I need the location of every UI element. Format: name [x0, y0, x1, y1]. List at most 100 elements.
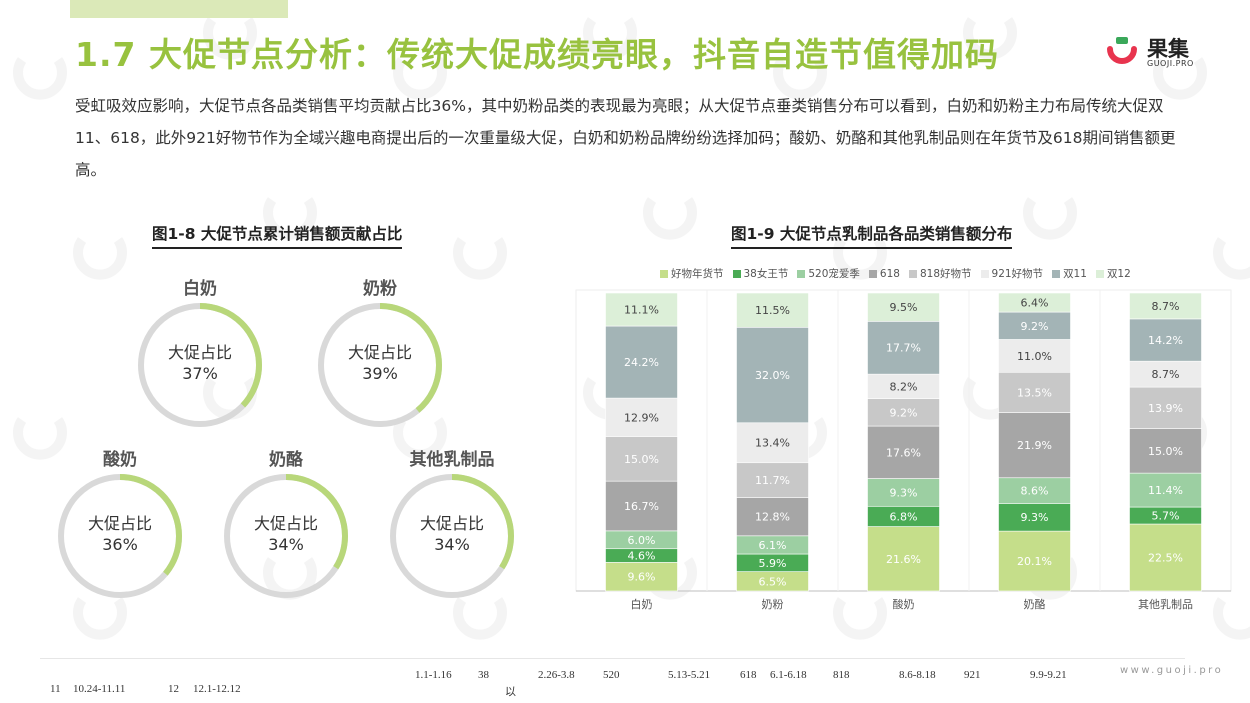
data-label: 6.8% — [890, 510, 918, 523]
donut-category-name: 其他乳制品 — [409, 450, 495, 470]
bar-segment — [867, 292, 940, 322]
data-label: 8.7% — [1152, 300, 1180, 313]
donut-arc — [58, 474, 182, 598]
donut-category-name: 奶粉 — [363, 279, 397, 299]
donut-arc — [318, 303, 442, 427]
legend-label: 618 — [879, 267, 900, 280]
stacked-bar-chart: 好物年货节 38女王节 520宠爱季 618 818好物节 921好物节 双11 双12 9.… — [565, 262, 1245, 622]
data-label: 9.2% — [890, 406, 918, 419]
data-label: 9.2% — [1021, 320, 1049, 333]
watermark-mark — [1023, 197, 1077, 240]
watermark-mark — [643, 197, 697, 240]
donut-ring — [224, 474, 348, 598]
donut-chart: 奶酪 大促占比 34% — [221, 445, 351, 601]
data-label: 13.5% — [1017, 386, 1052, 399]
logo-subtext: GUOJI.PRO — [1147, 59, 1194, 68]
data-label: 21.6% — [886, 553, 921, 566]
donut-ring — [58, 474, 182, 598]
footer-note: 5.13-5.21 — [668, 669, 711, 681]
donut-category-name: 白奶 — [183, 279, 217, 299]
donut-center-caption: 大促占比 — [419, 514, 484, 533]
legend-label: 双11 — [1063, 268, 1087, 280]
x-tick-label: 奶粉 — [762, 597, 784, 611]
footer-note: 520 — [603, 669, 620, 681]
footer-note: 618 — [740, 669, 757, 681]
x-tick-label: 其他乳制品 — [1138, 598, 1193, 611]
legend-label: 921好物节 — [991, 268, 1044, 280]
donut-ring — [318, 303, 442, 427]
data-label: 8.6% — [1021, 485, 1049, 498]
data-label: 12.9% — [624, 411, 659, 424]
footer-note: 2.26-3.8 — [538, 669, 575, 681]
donut-chart: 奶粉 大促占比 39% — [315, 274, 445, 430]
donut-center-caption: 大促占比 — [253, 514, 318, 533]
data-label: 5.9% — [759, 557, 787, 570]
brand-logo: 果集 GUOJI.PRO — [1105, 33, 1245, 73]
footer-note: 9.9-9.21 — [1030, 669, 1067, 681]
data-label: 8.7% — [1152, 368, 1180, 381]
bar-segment — [1129, 428, 1202, 474]
donut-center-value: 36% — [102, 535, 138, 554]
footer-note: 818 — [833, 669, 850, 681]
legend-item: 618 — [868, 266, 900, 281]
donut-center-caption: 大促占比 — [167, 343, 232, 362]
donut-center-caption: 大促占比 — [87, 514, 152, 533]
bar-segment — [736, 292, 809, 328]
donut-chart: 白奶大促占比 37% — [135, 274, 265, 430]
data-label: 15.0% — [1148, 445, 1183, 458]
donut-center-label: 大促占比 34% — [387, 513, 517, 555]
legend-item: 双11 — [1052, 266, 1087, 281]
legend-swatch — [980, 269, 989, 278]
data-label: 21.9% — [1017, 439, 1052, 452]
legend-item: 38女王节 — [732, 266, 788, 281]
chart-legend: 好物年货节 38女王节 520宠爱季 618 818好物节 921好物节 双11 双12 — [660, 266, 1131, 281]
footer-note: 11 — [50, 683, 61, 695]
bar-segment — [1129, 386, 1202, 429]
bar-segment — [998, 412, 1071, 479]
bar-segment — [736, 462, 809, 498]
data-label: 6.4% — [1021, 297, 1049, 310]
legend-item: 双12 — [1095, 266, 1131, 281]
data-label: 16.7% — [624, 500, 659, 513]
footer-note: 38 — [478, 669, 489, 681]
donut-center-caption: 大促占比 — [347, 343, 412, 362]
bar-segment — [605, 292, 678, 327]
legend-swatch — [660, 269, 668, 278]
legend-item: 921好物节 — [980, 266, 1044, 281]
bar-segment — [736, 497, 809, 537]
legend-swatch — [732, 269, 741, 278]
bar-segment — [605, 325, 678, 399]
legend-swatch — [908, 269, 917, 278]
x-tick-label: 奶酪 — [1024, 597, 1046, 611]
bar-segment — [867, 321, 940, 375]
data-label: 9.6% — [628, 571, 656, 584]
data-label: 11.1% — [624, 304, 659, 317]
footer-note: 8.6-8.18 — [899, 669, 936, 681]
bar-segment — [998, 339, 1071, 373]
bar-segment — [867, 425, 940, 479]
bar-segment — [867, 398, 940, 427]
donut-chart: 酸奶 大促占比 36% — [55, 445, 185, 601]
donut-arc — [224, 474, 348, 598]
watermark-mark — [453, 597, 507, 640]
footer-note: 6.1-6.18 — [770, 669, 807, 681]
legend-item: 520宠爱季 — [797, 266, 860, 281]
donut-arc — [138, 303, 262, 427]
data-label: 6.1% — [759, 539, 787, 552]
data-label: 20.1% — [1017, 555, 1052, 568]
bar-segment — [867, 478, 940, 507]
bar-segment — [605, 562, 678, 592]
bar-chart-canvas: 9.6% 4.6% 6.0% 16.7% 15.0% 12.9% 24.2% 11.1% 白奶 6… — [575, 289, 1232, 611]
bar-segment — [998, 371, 1071, 413]
bar-segment — [605, 436, 678, 482]
legend-label: 818好物节 — [919, 268, 972, 280]
donut-center-value: 37% — [182, 364, 218, 383]
x-tick-label: 白奶 — [631, 597, 653, 611]
data-label: 11.0% — [1017, 350, 1052, 363]
data-label: 17.6% — [886, 446, 921, 459]
bar-segment — [1129, 318, 1202, 362]
donut-chart: 其他乳制品大促占比 34% — [387, 445, 517, 601]
legend-item: 818好物节 — [908, 266, 972, 281]
footer-note: 12 — [168, 683, 179, 695]
footer-note: 12.1-12.12 — [193, 683, 241, 695]
